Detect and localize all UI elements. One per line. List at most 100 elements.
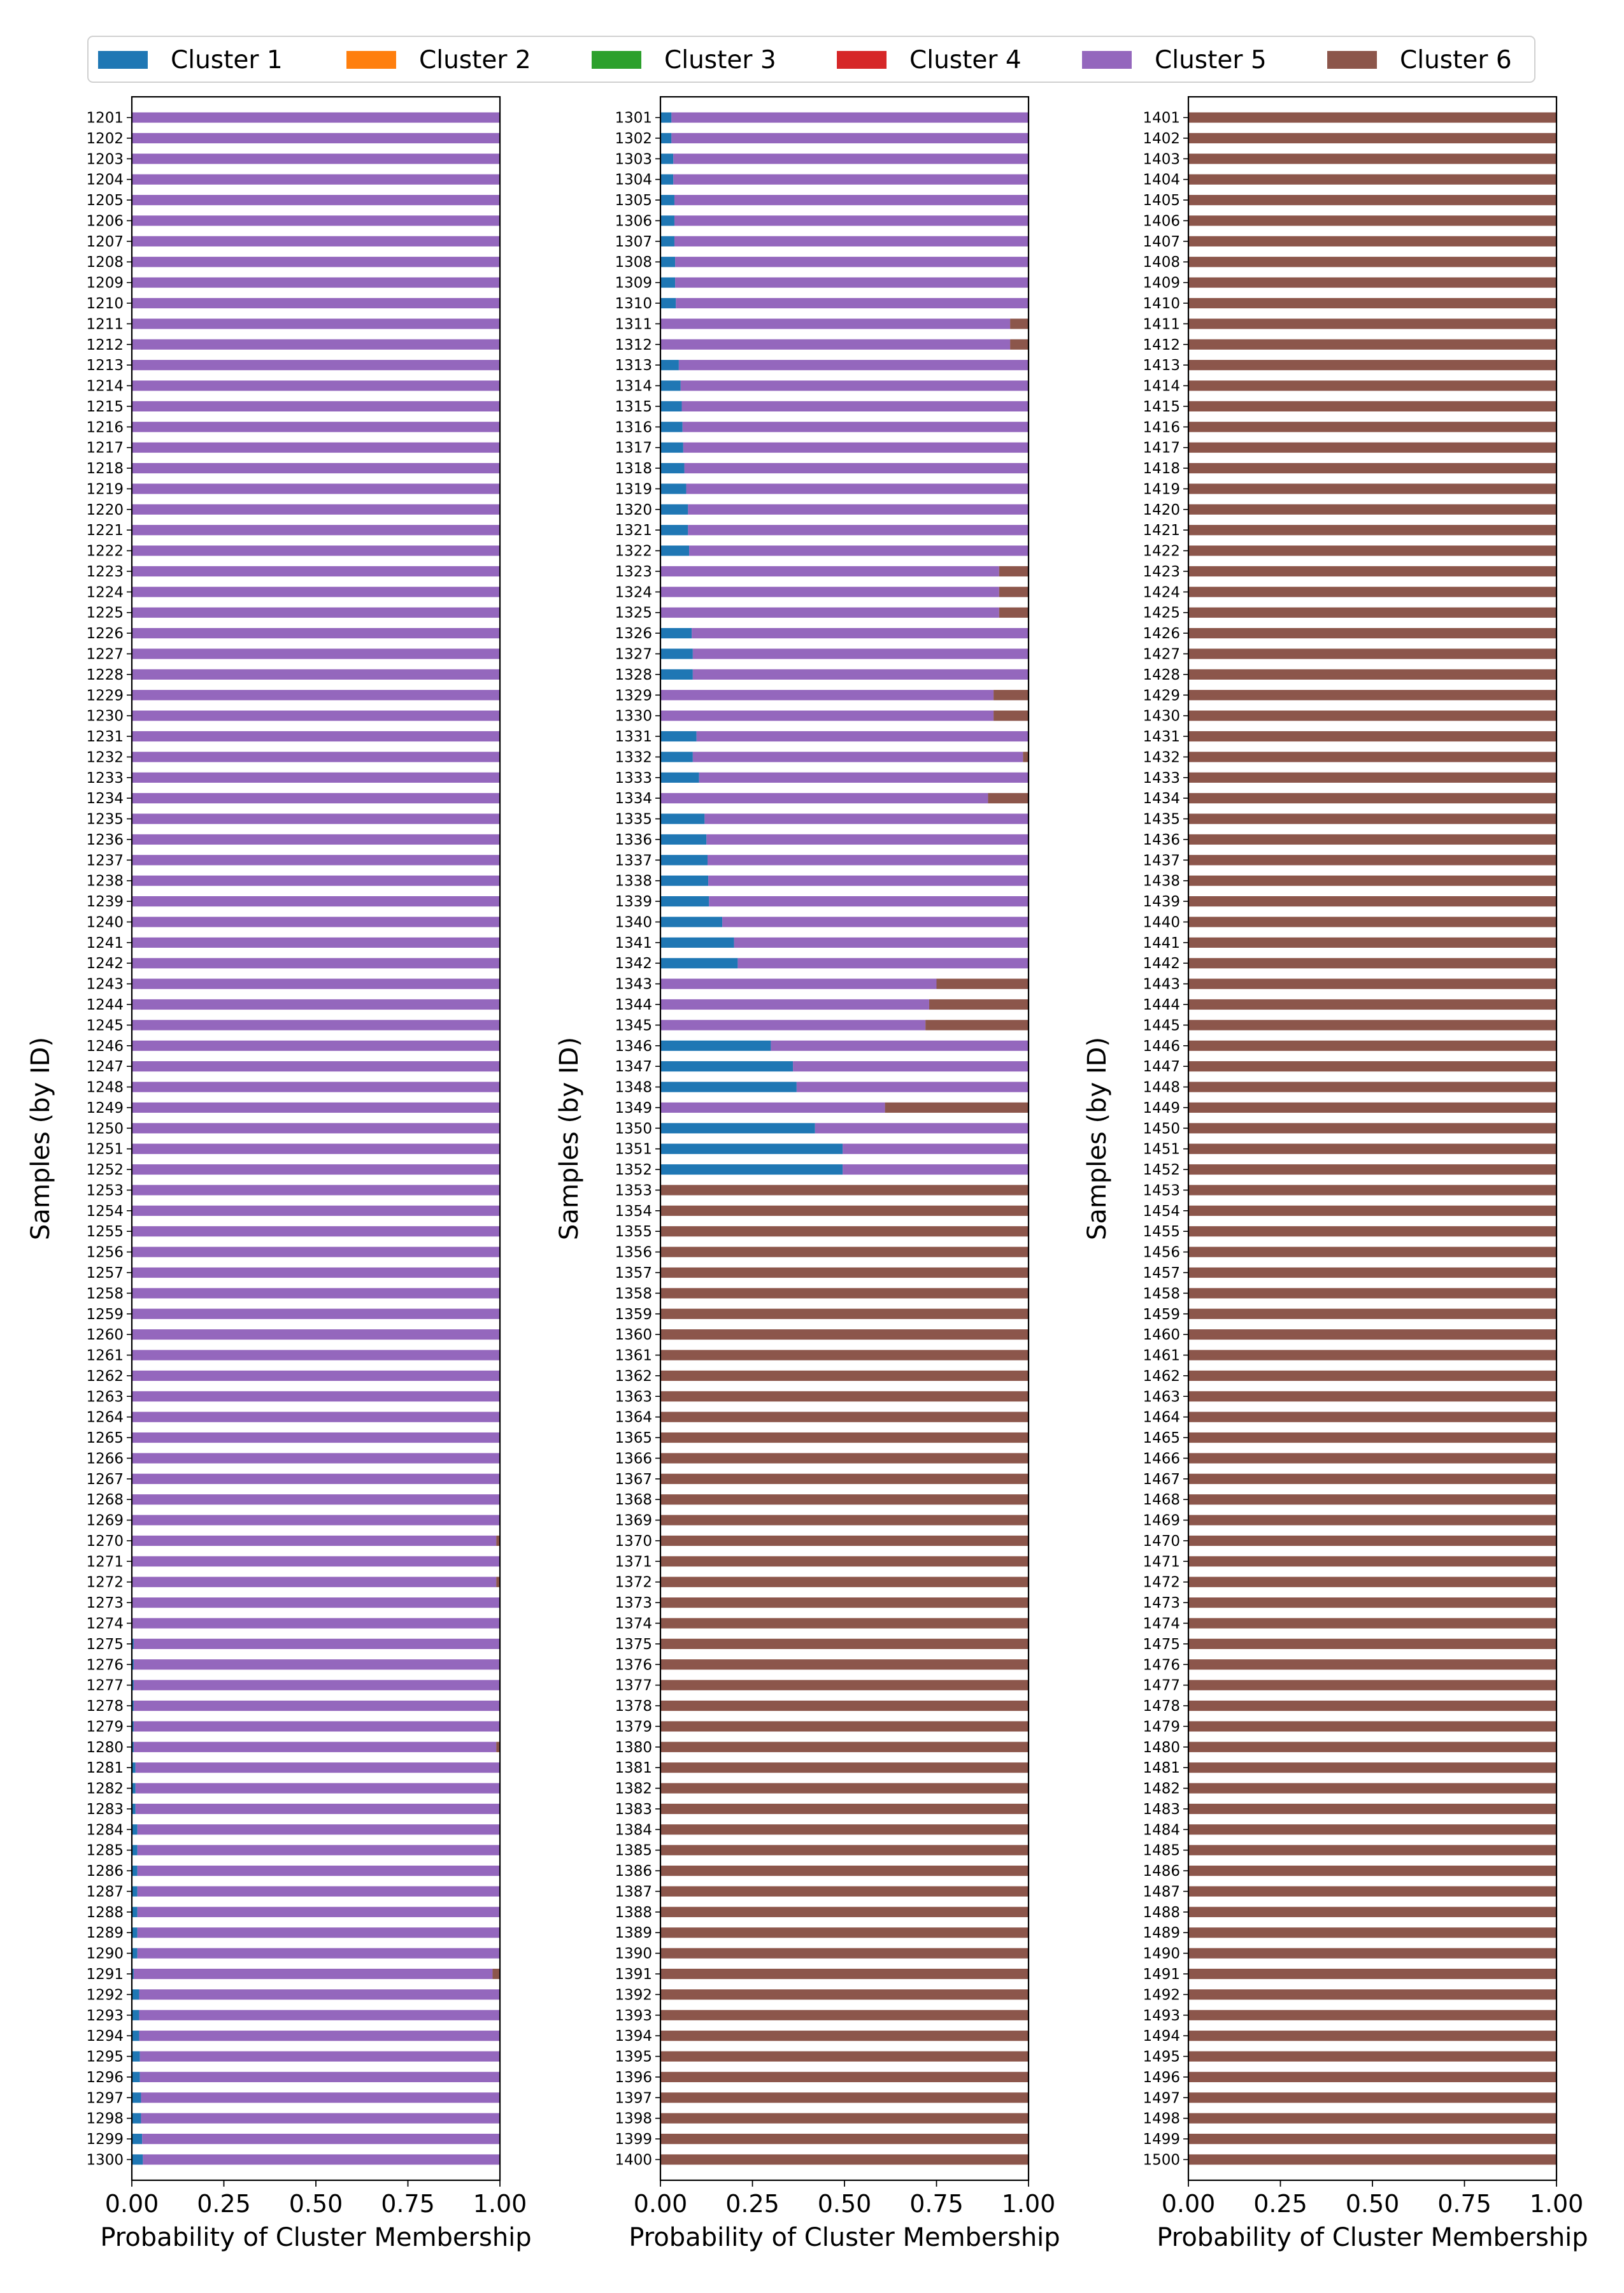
y-tick-label-1475: 1475: [1143, 1636, 1180, 1653]
bar-segment-1399-s3: [660, 2133, 1029, 2145]
y-tick-label-1367: 1367: [615, 1471, 652, 1488]
bar-segment-1300-s1: [132, 2154, 143, 2165]
bar-segment-1358-s3: [660, 1288, 1029, 1299]
y-tick-label-1258: 1258: [86, 1285, 124, 1302]
bar-segment-1404-s3: [1188, 174, 1556, 185]
bar-segment-1292-s1: [132, 1989, 139, 2000]
y-tick-label-1419: 1419: [1143, 481, 1180, 497]
bar-segment-1391-s3: [660, 1968, 1029, 1980]
bar-segment-1243-s2: [132, 978, 500, 989]
bar-segment-1333-s2: [699, 772, 1029, 783]
bar-segment-1341-s1: [660, 937, 734, 948]
y-tick-label-1368: 1368: [615, 1492, 652, 1508]
y-tick-label-1386: 1386: [615, 1863, 652, 1880]
y-tick-label-1239: 1239: [86, 894, 124, 910]
y-tick-label-1387: 1387: [615, 1883, 652, 1900]
bar-segment-1346-s2: [771, 1040, 1029, 1051]
bar-segment-1317-s2: [683, 442, 1029, 453]
y-tick-label-1426: 1426: [1143, 625, 1180, 642]
bar-segment-1267-s2: [132, 1473, 500, 1484]
y-tick-label-1467: 1467: [1143, 1471, 1180, 1488]
bar-segment-1202-s2: [132, 132, 500, 144]
y-tick-label-1205: 1205: [86, 192, 124, 209]
y-tick-label-1458: 1458: [1143, 1285, 1180, 1302]
y-tick-label-1342: 1342: [615, 955, 652, 972]
y-tick-label-1449: 1449: [1143, 1100, 1180, 1117]
y-tick-label-1223: 1223: [86, 564, 124, 580]
bar-segment-1428-s3: [1188, 669, 1556, 680]
y-axis-label-panel-3: Samples (by ID): [1083, 1037, 1112, 1240]
y-tick-label-1417: 1417: [1143, 440, 1180, 457]
y-tick-label-1338: 1338: [615, 873, 652, 890]
y-tick-label-1376: 1376: [615, 1657, 652, 1673]
bar-segment-1211-s2: [132, 318, 500, 329]
bar-segment-1301-s2: [671, 112, 1029, 123]
y-tick-label-1433: 1433: [1143, 770, 1180, 787]
bar-segment-1367-s3: [660, 1473, 1029, 1484]
x-tick-label-3-0: 0.00: [1162, 2190, 1216, 2218]
bar-segment-1484-s3: [1188, 1824, 1556, 1835]
y-tick-label-1450: 1450: [1143, 1120, 1180, 1137]
legend-label-cluster-2: Cluster 2: [419, 46, 531, 75]
legend-label-cluster-5: Cluster 5: [1155, 46, 1267, 75]
bar-segment-1218-s2: [132, 462, 500, 474]
y-tick-label-1256: 1256: [86, 1245, 124, 1261]
y-tick-label-1498: 1498: [1143, 2111, 1180, 2127]
y-tick-label-1490: 1490: [1143, 1946, 1180, 1962]
y-tick-label-1364: 1364: [615, 1410, 652, 1426]
bar-segment-1303-s1: [660, 154, 674, 164]
y-tick-label-1333: 1333: [615, 770, 652, 787]
bar-segment-1277-s1: [132, 1680, 134, 1690]
bar-segment-1303-s2: [673, 154, 1029, 164]
y-tick-label-1403: 1403: [1143, 151, 1180, 168]
bar-segment-1349-s3: [885, 1102, 1029, 1113]
bar-segment-1389-s3: [660, 1927, 1029, 1938]
legend-label-cluster-6: Cluster 6: [1400, 46, 1512, 75]
bar-segment-1324-s2: [660, 587, 999, 597]
y-tick-label-1266: 1266: [86, 1450, 124, 1467]
y-tick-label-1412: 1412: [1143, 337, 1180, 354]
y-tick-label-1440: 1440: [1143, 914, 1180, 931]
bar-segment-1251-s2: [132, 1143, 500, 1154]
bar-segment-1498-s3: [1188, 2113, 1556, 2124]
y-tick-label-1442: 1442: [1143, 955, 1180, 972]
y-tick-label-1210: 1210: [86, 296, 124, 312]
y-tick-label-1481: 1481: [1143, 1760, 1180, 1776]
bar-segment-1454-s3: [1188, 1205, 1556, 1216]
bar-segment-1203-s2: [132, 154, 500, 164]
bar-segment-1351-s2: [843, 1143, 1029, 1154]
y-tick-label-1477: 1477: [1143, 1678, 1180, 1694]
y-tick-label-1473: 1473: [1143, 1595, 1180, 1611]
bar-segment-1339-s1: [660, 896, 709, 907]
y-tick-label-1375: 1375: [615, 1636, 652, 1653]
bar-segment-1418-s3: [1188, 462, 1556, 474]
bar-segment-1429-s3: [1188, 690, 1556, 701]
bar-segment-1434-s3: [1188, 793, 1556, 804]
y-tick-label-1466: 1466: [1143, 1450, 1180, 1467]
y-tick-label-1462: 1462: [1143, 1368, 1180, 1385]
y-tick-label-1211: 1211: [86, 316, 124, 332]
y-tick-label-1331: 1331: [615, 729, 652, 745]
bar-segment-1216-s2: [132, 422, 500, 432]
bar-segment-1463-s3: [1188, 1391, 1556, 1402]
y-tick-label-1366: 1366: [615, 1450, 652, 1467]
bar-segment-1250-s2: [132, 1123, 500, 1134]
legend-swatch-cluster-5: [1082, 51, 1132, 69]
y-tick-label-1203: 1203: [86, 151, 124, 168]
bar-segment-1294-s1: [132, 2031, 139, 2041]
bar-segment-1400-s3: [660, 2154, 1029, 2165]
y-tick-label-1350: 1350: [615, 1120, 652, 1137]
y-tick-label-1445: 1445: [1143, 1017, 1180, 1034]
bar-segment-1291-s1: [132, 1968, 134, 1980]
bar-segment-1256-s2: [132, 1247, 500, 1257]
y-tick-label-1209: 1209: [86, 275, 124, 292]
y-tick-label-1418: 1418: [1143, 461, 1180, 477]
bar-segment-1336-s2: [706, 834, 1029, 845]
y-tick-label-1202: 1202: [86, 131, 124, 147]
y-tick-label-1463: 1463: [1143, 1389, 1180, 1405]
y-tick-label-1345: 1345: [615, 1017, 652, 1034]
bar-segment-1337-s2: [707, 855, 1029, 866]
bar-segment-1266-s2: [132, 1453, 500, 1464]
bar-segment-1474-s3: [1188, 1618, 1556, 1629]
y-tick-label-1226: 1226: [86, 625, 124, 642]
